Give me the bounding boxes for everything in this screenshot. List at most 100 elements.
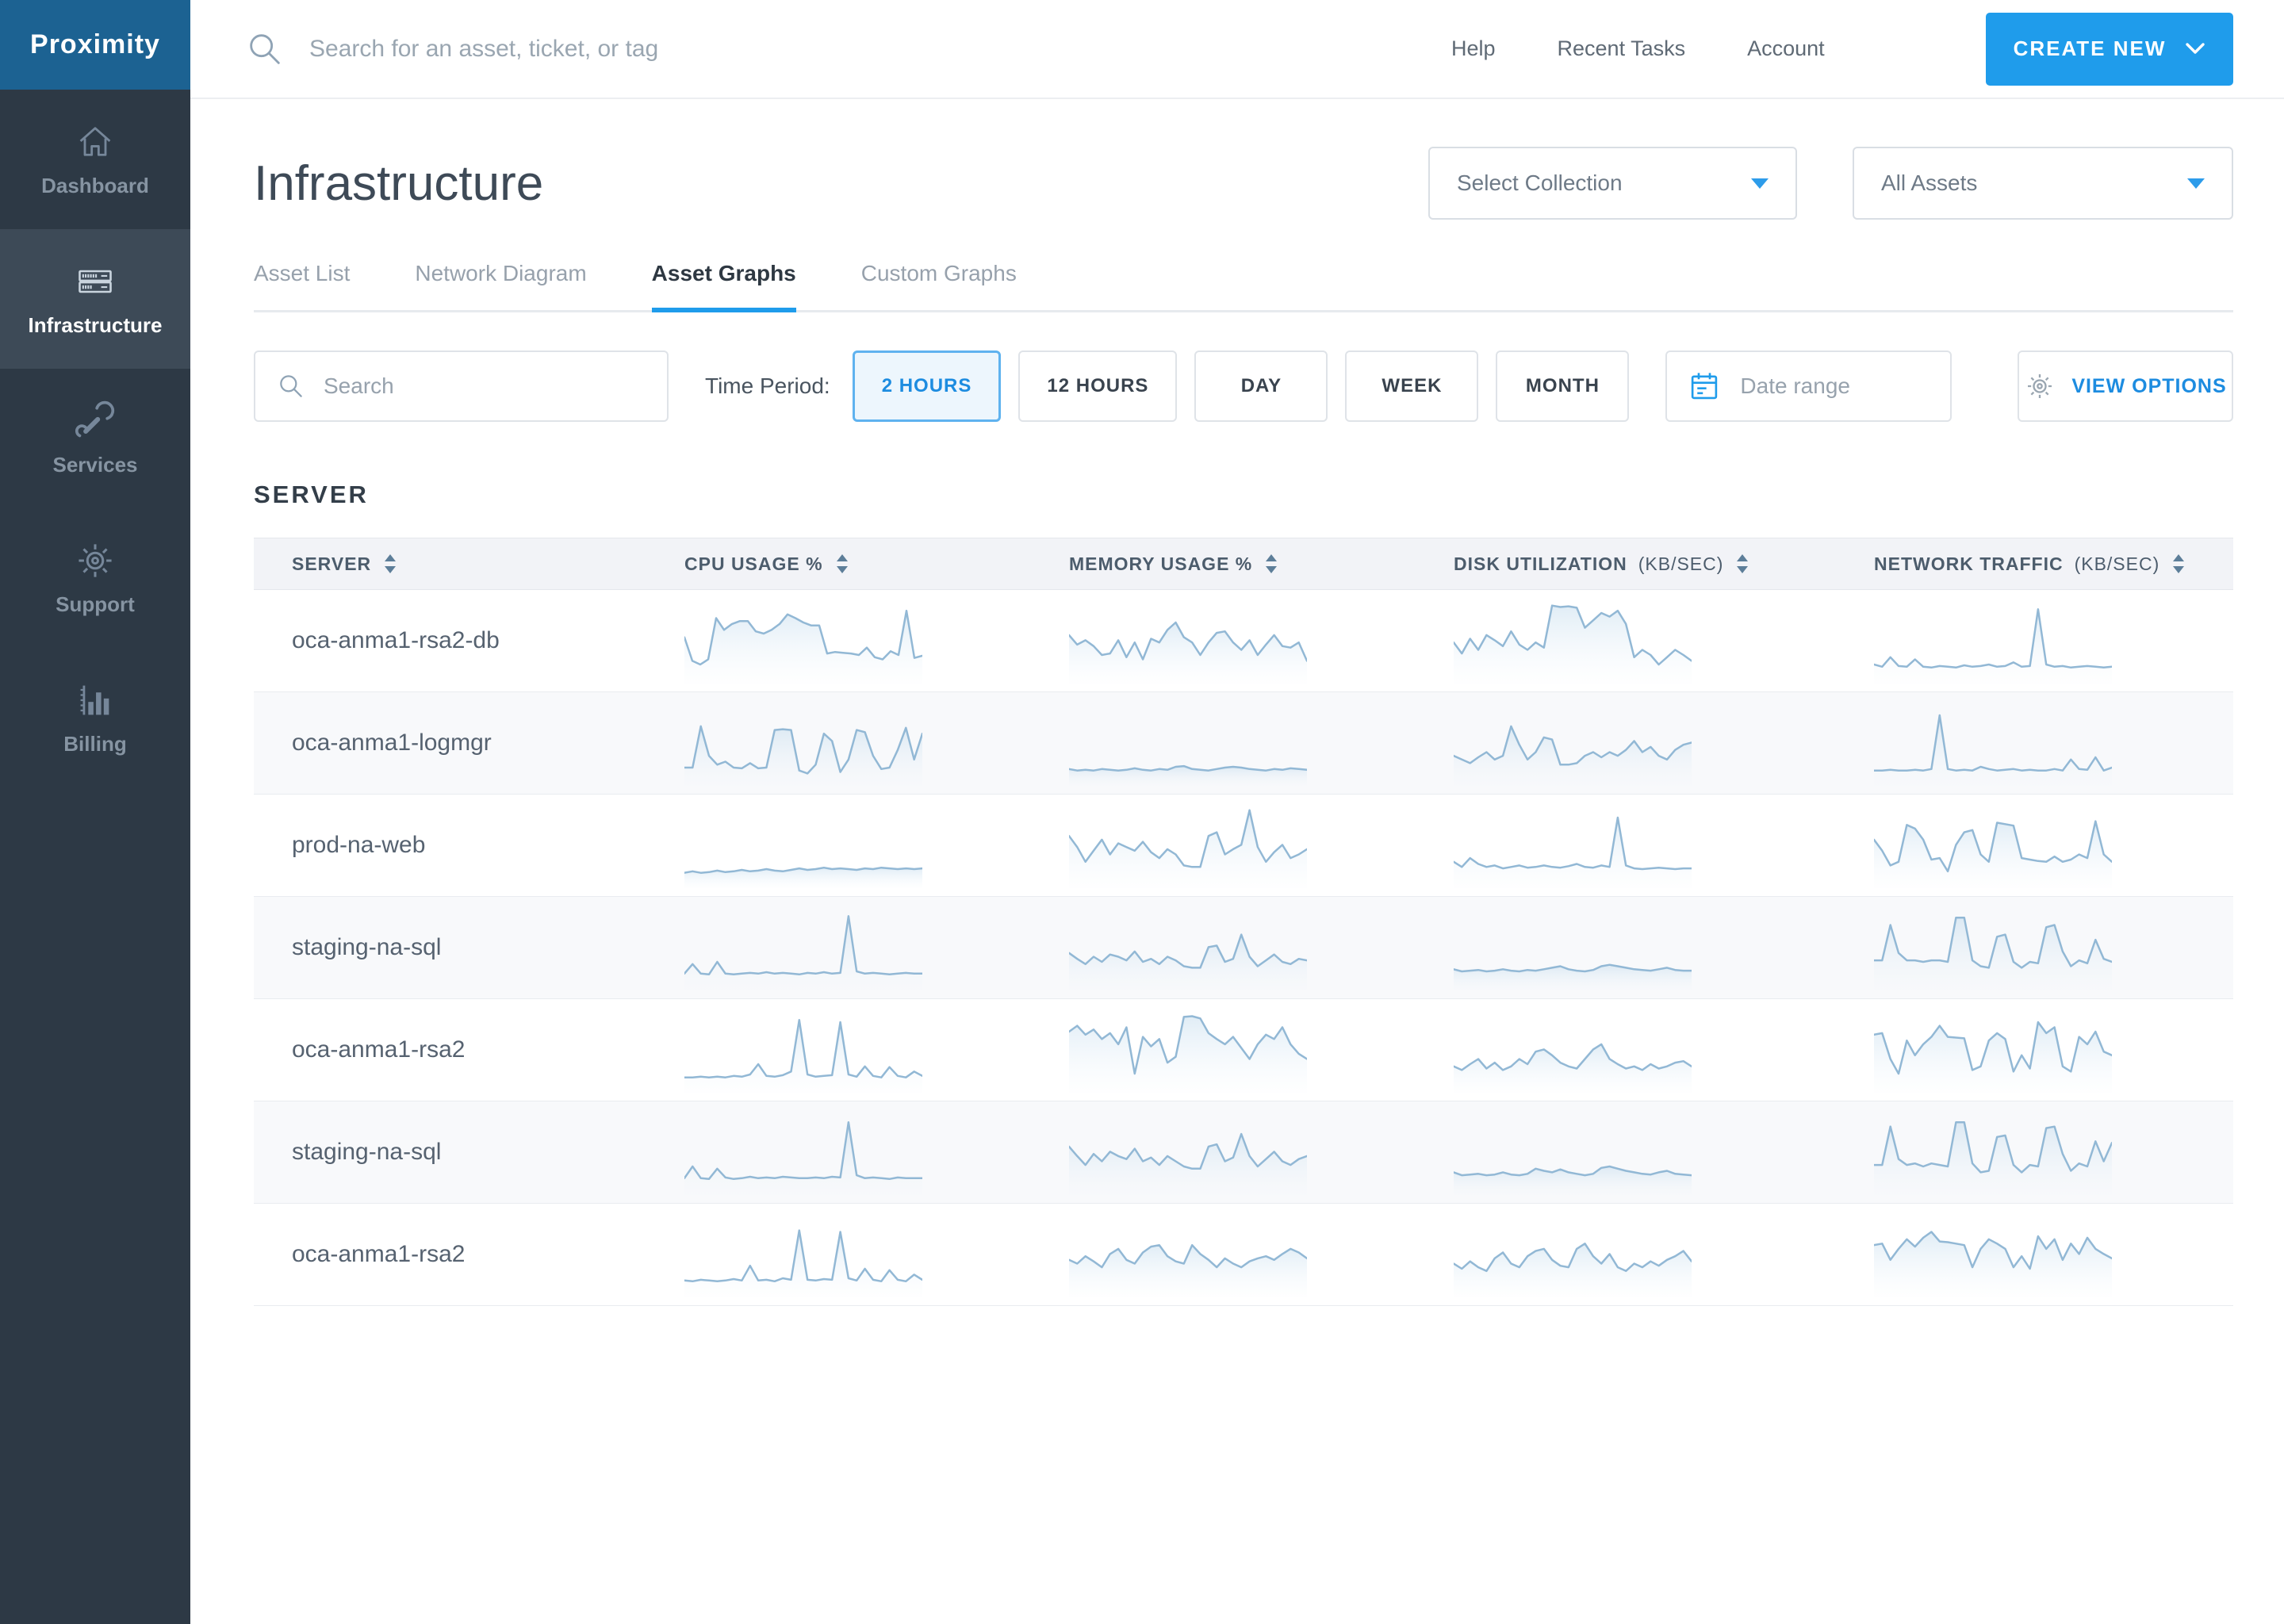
period-12-hours-button[interactable]: 12 HOURS [1018,350,1178,422]
cpu-sparkline [684,1229,922,1297]
sort-icon [836,554,848,573]
disk-sparkline [1454,725,1692,786]
network-sparkline [1874,608,2112,684]
cpu-sparkline [684,866,922,888]
search-icon [276,371,306,401]
view-options-label: VIEW OPTIONS [2071,374,2227,397]
cpu-sparkline [684,609,922,684]
cpu-sparkline [684,725,922,786]
sidebar-item-label: Dashboard [41,173,149,197]
sidebar-item-dashboard[interactable]: Dashboard [0,90,190,229]
table-header: SERVER CPU USAGE % MEMORY USAGE % DISK U… [254,538,2233,590]
collection-select-value: Select Collection [1457,170,1623,195]
period-week-button[interactable]: WEEK [1345,350,1479,422]
disk-sparkline [1454,604,1692,684]
column-header-disk[interactable]: DISK UTILIZATION (KB/SEC) [1454,553,1874,575]
filter-selects: Select Collection All Assets [1428,147,2233,220]
table-row[interactable]: oca-anma1-rsa2 [254,999,2233,1101]
header-links: Help Recent Tasks Account [1451,36,1825,61]
sidebar-item-support[interactable]: Support [0,508,190,648]
network-sparkline [1874,1120,2112,1195]
tab-bar: Asset List Network Diagram Asset Graphs … [254,261,2233,312]
memory-sparkline [1069,1132,1307,1195]
time-period-label: Time Period: [705,373,830,398]
account-link[interactable]: Account [1747,36,1825,60]
column-header-network[interactable]: NETWORK TRAFFIC (KB/SEC) [1874,553,2233,575]
disk-sparkline [1454,1243,1692,1297]
home-icon [75,121,116,163]
collection-select[interactable]: Select Collection [1428,147,1797,220]
memory-sparkline [1069,1243,1307,1297]
sidebar-item-infrastructure[interactable]: Infrastructure [0,229,190,369]
table-row[interactable]: oca-anma1-logmgr [254,692,2233,795]
sidebar-item-billing[interactable]: Billing [0,648,190,787]
server-name: staging-na-sql [292,1139,442,1165]
date-range-field [1665,350,1953,422]
chevron-down-icon [2186,42,2205,54]
cpu-sparkline [684,1018,922,1093]
memory-sparkline [1069,621,1307,684]
brand-logo[interactable]: Proximity [0,0,190,90]
table-row[interactable]: prod-na-web [254,795,2233,897]
sidebar-item-label: Support [56,592,135,616]
table-row[interactable]: staging-na-sql [254,1101,2233,1204]
date-range-input[interactable] [1740,373,1915,399]
disk-sparkline [1454,1165,1692,1195]
network-sparkline [1874,1231,2112,1297]
disk-sparkline [1454,963,1692,990]
sidebar-item-services[interactable]: Services [0,369,190,508]
calendar-icon [1688,370,1721,403]
recent-tasks-link[interactable]: Recent Tasks [1557,36,1686,60]
create-new-label: CREATE NEW [2013,36,2167,60]
tab-asset-graphs[interactable]: Asset Graphs [651,261,796,312]
cpu-sparkline [684,915,922,990]
server-name: oca-anma1-logmgr [292,730,492,756]
view-options-button[interactable]: VIEW OPTIONS [2018,350,2233,422]
disk-sparkline [1454,816,1692,888]
network-sparkline [1874,714,2112,786]
sidebar-nav: Dashboard Infrastructure Se [0,90,190,787]
server-name: prod-na-web [292,832,426,858]
table-row[interactable]: oca-anma1-rsa2 [254,1204,2233,1306]
period-2-hours-button[interactable]: 2 HOURS [852,350,1002,422]
time-period-buttons: 2 HOURS 12 HOURS DAY WEEK MONTH [852,350,1630,422]
main-content: Infrastructure Select Collection All Ass… [190,101,2284,1624]
table-row[interactable]: oca-anma1-rsa2-db [254,590,2233,692]
sidebar: Proximity Dashboard Infrastructure [0,0,190,1624]
server-name: oca-anma1-rsa2 [292,1036,466,1063]
table-row[interactable]: staging-na-sql [254,897,2233,999]
sidebar-item-label: Services [52,452,138,477]
table-search-input[interactable] [324,373,585,399]
server-name: staging-na-sql [292,934,442,960]
cpu-sparkline [684,1120,922,1195]
dropdown-arrow-icon [1751,178,1769,189]
server-icon [75,261,116,302]
sort-icon [385,554,397,573]
assets-select[interactable]: All Assets [1853,147,2233,220]
tab-custom-graphs[interactable]: Custom Graphs [860,261,1017,285]
server-table: SERVER CPU USAGE % MEMORY USAGE % DISK U… [254,538,2233,1306]
assets-select-value: All Assets [1881,170,1978,195]
column-header-cpu[interactable]: CPU USAGE % [684,553,1069,575]
help-link[interactable]: Help [1451,36,1496,60]
gear-icon [75,540,116,581]
wrench-icon [75,400,116,442]
global-search-input[interactable] [309,35,1261,63]
top-header: Help Recent Tasks Account CREATE NEW [190,0,2284,99]
create-new-button[interactable]: CREATE NEW [1986,12,2233,86]
table-search [254,350,669,422]
tab-network-diagram[interactable]: Network Diagram [415,261,587,285]
page-title: Infrastructure [254,155,544,211]
column-header-memory[interactable]: MEMORY USAGE % [1069,553,1454,575]
column-header-server[interactable]: SERVER [254,553,684,575]
tab-asset-list[interactable]: Asset List [254,261,351,285]
network-sparkline [1874,916,2112,990]
search-icon [244,29,286,70]
period-day-button[interactable]: DAY [1194,350,1328,422]
period-month-button[interactable]: MONTH [1496,350,1630,422]
network-sparkline [1874,820,2112,888]
memory-sparkline [1069,933,1307,990]
gear-icon [2024,370,2056,402]
sidebar-item-label: Infrastructure [28,312,163,337]
server-name: oca-anma1-rsa2 [292,1241,466,1267]
